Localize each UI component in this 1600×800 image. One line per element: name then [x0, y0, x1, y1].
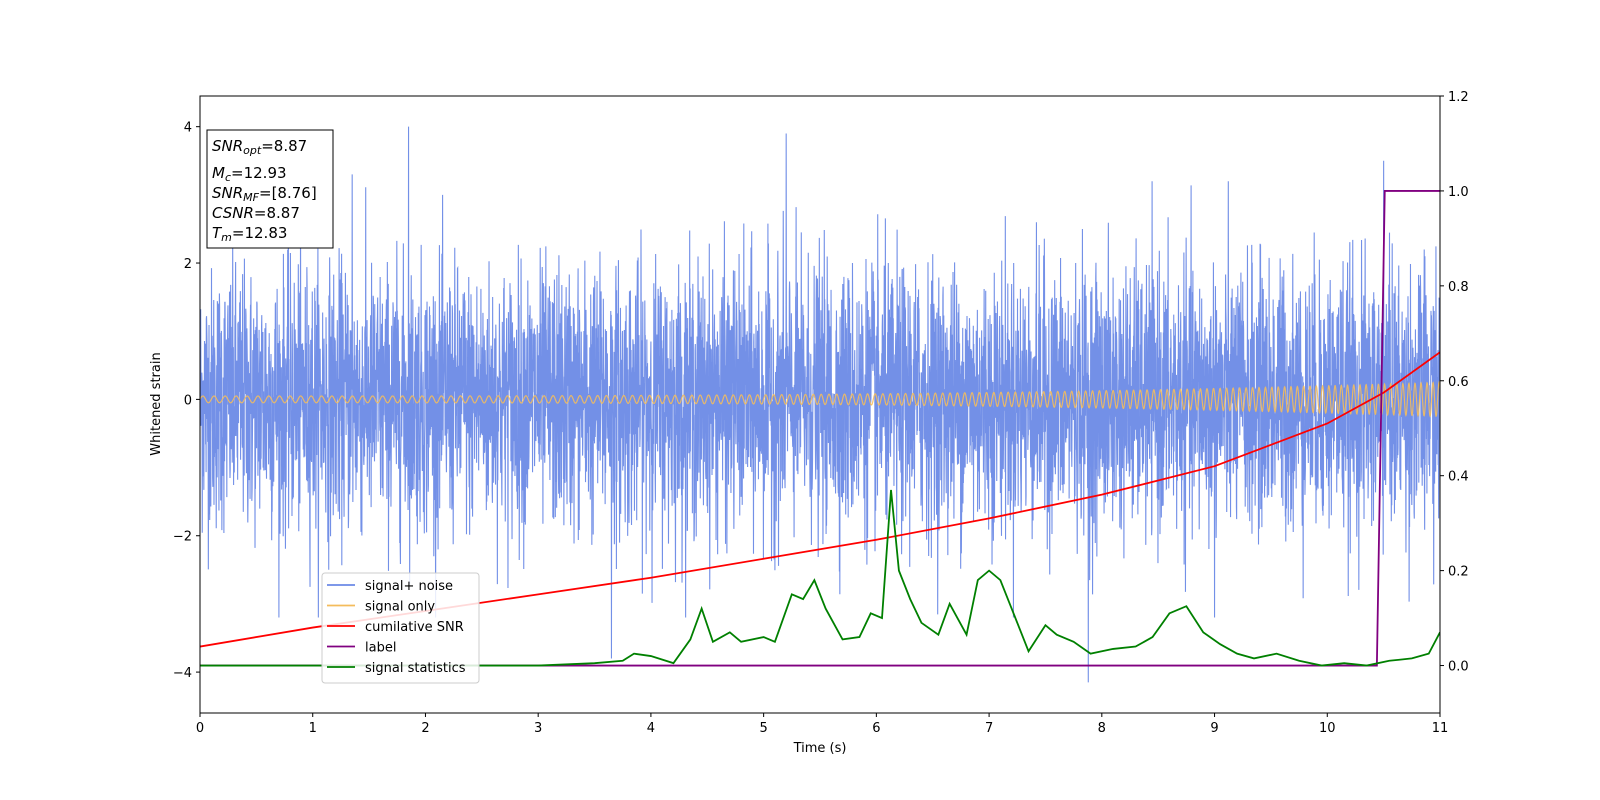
y-right-tick-label: 1.2	[1448, 90, 1469, 105]
legend-label: label	[365, 641, 396, 656]
signal-statistics-line	[200, 489, 1440, 667]
x-tick-label: 1	[309, 721, 317, 736]
x-tick-label: 4	[647, 721, 655, 736]
y-left-tick-label: −4	[173, 666, 192, 681]
annotation-tm: Tm=12.83	[212, 224, 287, 244]
y-axis-left: −4 −2 0 2 4	[173, 121, 200, 681]
legend-label: signal only	[365, 600, 435, 615]
y-right-tick-label: 0.8	[1448, 280, 1469, 295]
label-line	[200, 190, 1440, 667]
annotation-snr-opt: SNRopt=8.87	[212, 137, 307, 157]
y-left-tick-label: 0	[184, 393, 192, 408]
x-axis: 0 1 2 3 4 5 6 7 8 9 10 11	[196, 713, 1448, 736]
legend-label: signal+ noise	[365, 579, 453, 594]
x-tick-label: 0	[196, 721, 204, 736]
x-tick-label: 2	[421, 721, 429, 736]
y-left-tick-label: −2	[173, 530, 192, 545]
annotation-box: SNRopt=8.87 Mc=12.93 SNRMF=[8.76] CSNR=8…	[206, 129, 334, 249]
annotation-snr-mf: SNRMF=[8.76]	[212, 184, 317, 204]
signal-only-line	[200, 380, 1440, 418]
y-axis-label: Whitened strain	[149, 352, 164, 455]
y-left-tick-label: 4	[184, 121, 192, 136]
series-signal-only	[200, 380, 1440, 418]
legend-label: cumilative SNR	[365, 620, 464, 635]
x-tick-label: 7	[985, 721, 993, 736]
y-left-tick-label: 2	[184, 257, 192, 272]
y-axis-right: 0.0 0.2 0.4 0.6 0.8 1.0 1.2	[1440, 90, 1469, 675]
x-tick-label: 10	[1319, 721, 1336, 736]
annotation-mc: Mc=12.93	[212, 164, 287, 184]
x-tick-label: 9	[1210, 721, 1218, 736]
series-signal-statistics	[200, 489, 1440, 667]
plot-frame	[199, 95, 1441, 714]
series-signal-noise	[200, 126, 1440, 683]
y-right-tick-label: 0.0	[1448, 660, 1469, 675]
signal-noise-line	[200, 126, 1440, 683]
y-right-tick-label: 0.4	[1448, 470, 1469, 485]
legend: signal+ noise signal only cumilative SNR la…	[321, 572, 480, 684]
x-axis-label: Time (s)	[793, 741, 847, 756]
y-right-tick-label: 0.6	[1448, 375, 1469, 390]
x-tick-label: 8	[1098, 721, 1106, 736]
x-tick-label: 3	[534, 721, 542, 736]
legend-label: signal statistics	[365, 661, 466, 676]
annotation-csnr: CSNR=8.87	[212, 204, 300, 222]
x-tick-label: 5	[759, 721, 767, 736]
y-right-tick-label: 0.2	[1448, 565, 1469, 580]
y-right-tick-label: 1.0	[1448, 185, 1469, 200]
series-label	[200, 190, 1440, 667]
x-tick-label: 11	[1432, 721, 1449, 736]
x-tick-label: 6	[872, 721, 880, 736]
